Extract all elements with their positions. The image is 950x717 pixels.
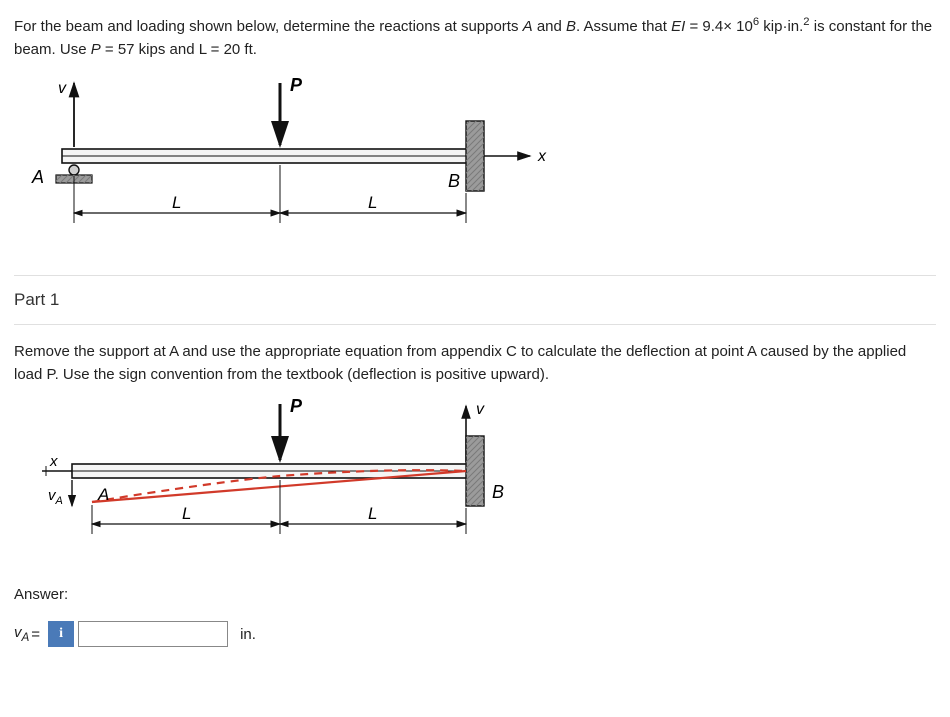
diagram-2: P v x vA A B L L	[14, 398, 936, 572]
beam-diagram-1: v P x A B L L	[14, 73, 574, 253]
part1-header: Part 1	[14, 275, 936, 325]
label-L1: L	[172, 193, 181, 212]
label-A: A	[31, 167, 44, 187]
label-L1b: L	[182, 504, 191, 523]
label-B: B	[448, 171, 460, 191]
B: B	[566, 18, 576, 35]
label-x: x	[537, 148, 547, 165]
label-x2: x	[49, 453, 58, 470]
t4: = 9.4× 10	[685, 18, 753, 35]
answer-label: Answer:	[14, 586, 936, 603]
label-P2: P	[290, 398, 303, 416]
EI: EI	[671, 18, 685, 35]
label-v2: v	[476, 401, 485, 418]
label-A2: A	[97, 485, 109, 504]
label-L2: L	[368, 193, 377, 212]
label-L2b: L	[368, 504, 377, 523]
eq-sign: =	[31, 626, 40, 643]
answer-input[interactable]	[78, 621, 228, 647]
label-v: v	[58, 80, 67, 97]
answer-row: vA = i in.	[14, 621, 936, 647]
label-P: P	[290, 75, 303, 95]
Pvar: P	[91, 41, 101, 58]
t7: = 57 kips and L = 20 ft.	[101, 41, 257, 58]
t1: For the beam and loading shown below, de…	[14, 18, 523, 35]
t5: kip·in.	[759, 18, 803, 35]
beam-diagram-2: P v x vA A B L L	[14, 398, 574, 568]
A: A	[523, 18, 533, 35]
t2: and	[533, 18, 566, 35]
label-B2: B	[492, 482, 504, 502]
info-icon[interactable]: i	[48, 621, 74, 647]
answer-lhs: vA	[14, 624, 29, 644]
t3: . Assume that	[576, 18, 671, 35]
label-vA: vA	[48, 487, 63, 507]
diagram-1: v P x A B L L	[14, 73, 936, 257]
problem-statement: For the beam and loading shown below, de…	[14, 14, 936, 61]
part1-text: Remove the support at A and use the appr…	[14, 341, 936, 386]
answer-unit: in.	[240, 626, 256, 643]
